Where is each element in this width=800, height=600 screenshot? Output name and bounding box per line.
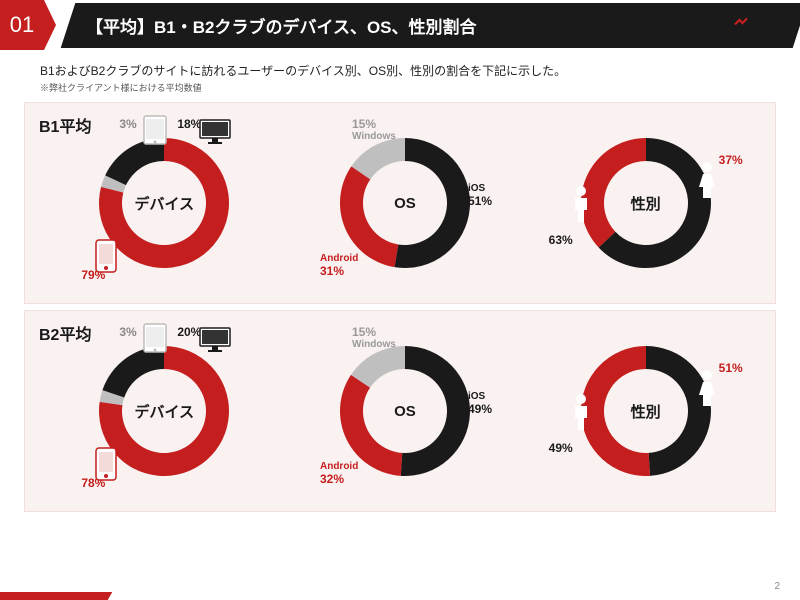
male-icon <box>571 185 591 228</box>
tablet-icon <box>143 323 167 358</box>
segment-label: 51% <box>719 361 743 375</box>
segment-label: 18% <box>177 117 201 131</box>
donut-center-label: デバイス <box>99 346 229 476</box>
title-bar: 【平均】B1・B2クラブのデバイス、OS、性別割合 <box>61 3 800 48</box>
segment-label: 15%Windows <box>352 325 396 350</box>
slide-number: 01 <box>0 0 44 50</box>
segment-label: 63% <box>549 233 573 247</box>
female-icon <box>697 161 717 204</box>
brand-logo: PSI <box>732 14 780 32</box>
donut-center-label: デバイス <box>99 138 229 268</box>
panels-container: B1平均デバイス79%3%18%OSiOS51%Android31%15%Win… <box>0 102 800 512</box>
segment-label: 3% <box>119 325 136 339</box>
donut-chart: 性別 63% 37% <box>541 113 741 293</box>
segment-label: 49% <box>549 441 573 455</box>
desktop-icon <box>199 327 231 358</box>
female-icon <box>697 369 717 412</box>
header: 01 【平均】B1・B2クラブのデバイス、OS、性別割合 PSI <box>0 0 800 50</box>
psi-logo-icon <box>732 14 750 32</box>
chart-row: デバイス78%3%20%OSiOS49%Android32%15%Windows… <box>39 321 761 501</box>
male-icon <box>571 393 591 436</box>
donut-chart: 性別 49% 51% <box>541 321 741 501</box>
chart-row: デバイス79%3%18%OSiOS51%Android31%15%Windows… <box>39 113 761 293</box>
donut-center-label: OS <box>340 346 470 476</box>
description: B1およびB2クラブのサイトに訪れるユーザーのデバイス別、OS別、性別の割合を下… <box>40 62 800 79</box>
page-title: 【平均】B1・B2クラブのデバイス、OS、性別割合 <box>86 13 477 38</box>
bottom-accent-stripe <box>0 592 112 600</box>
segment-label: Android31% <box>320 253 358 278</box>
donut-center-label: OS <box>340 138 470 268</box>
donut-center-label: 性別 <box>581 138 711 268</box>
segment-label: iOS51% <box>468 183 492 208</box>
segment-label: 37% <box>719 153 743 167</box>
panel: B1平均デバイス79%3%18%OSiOS51%Android31%15%Win… <box>24 102 776 304</box>
brand-text: PSI <box>754 14 780 32</box>
donut-chart: OSiOS51% Android31% 15%Windows <box>300 113 500 293</box>
segment-label: 15%Windows <box>352 117 396 142</box>
donut-chart: デバイス78%3%20% <box>59 321 259 501</box>
donut-center-label: 性別 <box>581 346 711 476</box>
panel: B2平均デバイス78%3%20%OSiOS49%Android32%15%Win… <box>24 310 776 512</box>
donut-chart: デバイス79%3%18% <box>59 113 259 293</box>
note: ※弊社クライアント様における平均数値 <box>40 81 800 94</box>
segment-label: Android32% <box>320 461 358 486</box>
donut-chart: OSiOS49% Android32% 15%Windows <box>300 321 500 501</box>
phone-icon <box>95 239 117 278</box>
segment-label: 20% <box>177 325 201 339</box>
phone-icon <box>95 447 117 486</box>
segment-label: iOS49% <box>468 391 492 416</box>
desktop-icon <box>199 119 231 150</box>
tablet-icon <box>143 115 167 150</box>
segment-label: 3% <box>119 117 136 131</box>
page-number: 2 <box>774 581 780 592</box>
